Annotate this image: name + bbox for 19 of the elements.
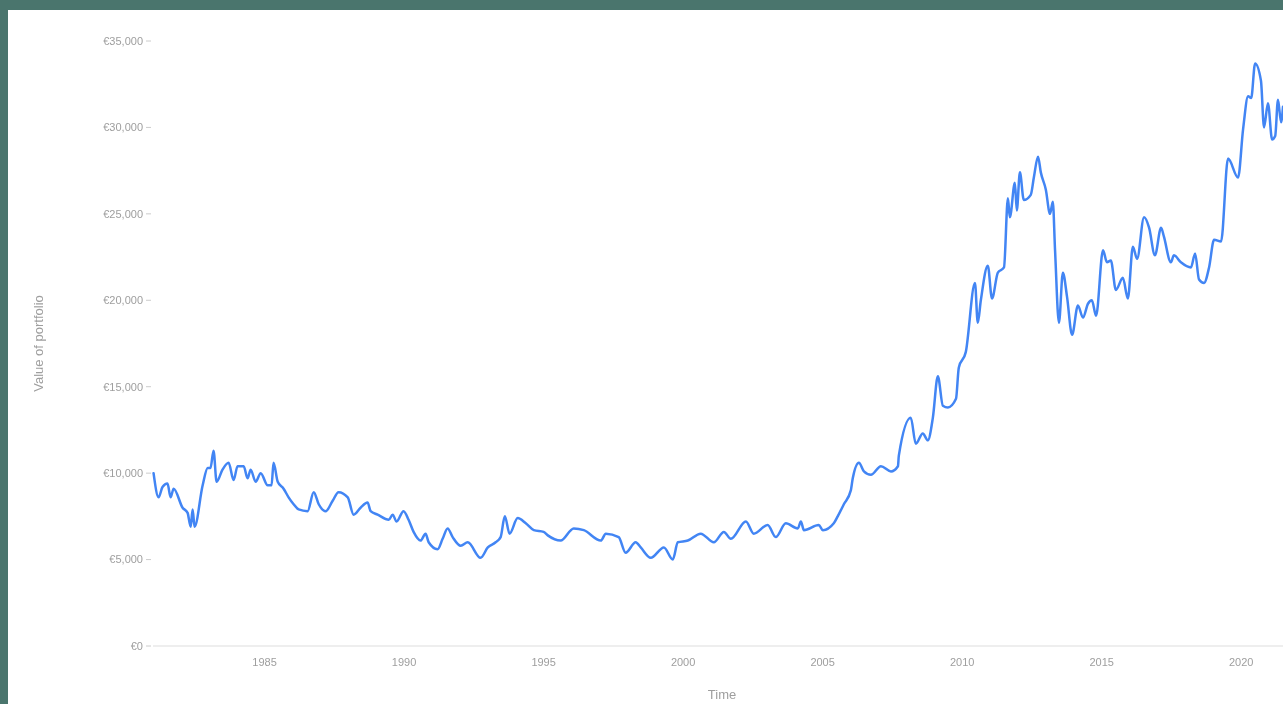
x-axis-title: Time xyxy=(707,687,737,702)
y-tick-label: €30,000 xyxy=(103,121,143,134)
y-tick-label: €20,000 xyxy=(103,294,143,307)
x-tick-label: 2015 xyxy=(1089,656,1114,668)
y-tick-label: €25,000 xyxy=(103,207,143,220)
x-tick-label: 2000 xyxy=(670,656,696,668)
x-tick-label: 1990 xyxy=(391,656,417,668)
y-tick-label: €0 xyxy=(130,639,143,652)
x-tick-label: 1995 xyxy=(531,656,556,668)
y-tick-label: €15,000 xyxy=(103,380,143,393)
x-tick-label: 2010 xyxy=(949,656,975,668)
y-tick-label: €35,000 xyxy=(103,34,143,47)
y-tick-label: €5,000 xyxy=(109,553,143,566)
y-axis-title: Value of portfolio xyxy=(31,295,46,392)
x-tick-label: 2005 xyxy=(810,656,835,668)
line-series xyxy=(152,62,1283,561)
x-tick-label: 1985 xyxy=(252,656,277,668)
x-tick-label: 2020 xyxy=(1228,656,1254,668)
y-tick-label: €10,000 xyxy=(103,466,143,479)
